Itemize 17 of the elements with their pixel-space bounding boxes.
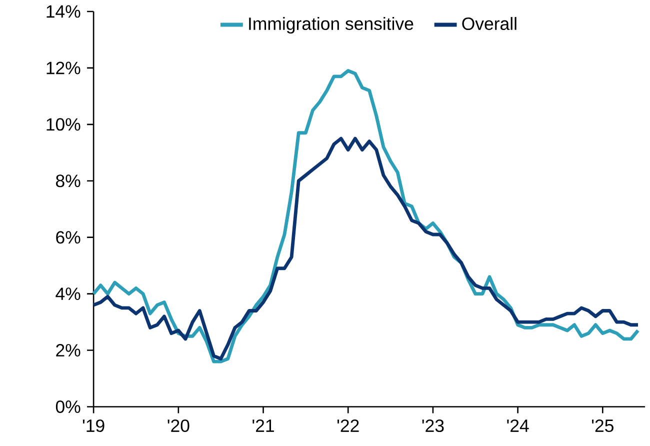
legend-label: Overall [462,16,516,30]
x-tick-label: '19 [82,419,104,432]
x-tick-label: '24 [507,419,529,432]
y-tick-label: 2% [56,344,80,356]
x-tick-label: '21 [252,419,274,432]
x-tick-label: '25 [592,419,614,432]
y-tick-label: 0% [56,400,80,413]
y-tick-label: 12% [46,62,80,74]
legend-label: Immigration sensitive [249,16,414,34]
y-tick-label: 4% [56,288,80,300]
x-tick-label: '22 [337,419,359,432]
y-tick-label: 6% [56,231,80,244]
y-tick-label: 14% [46,5,80,18]
x-tick-label: '20 [168,419,190,432]
x-tick-label: '23 [422,419,444,432]
y-tick-label: 8% [56,174,80,188]
y-tick-label: 10% [46,118,80,131]
